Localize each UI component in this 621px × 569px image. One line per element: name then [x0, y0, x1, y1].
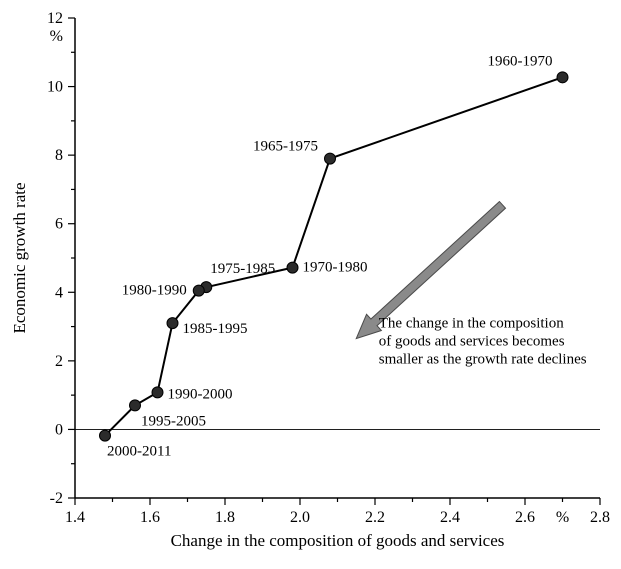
- data-point: [557, 72, 568, 83]
- data-point: [130, 400, 141, 411]
- data-point: [152, 387, 163, 398]
- x-tick-label: 1.8: [215, 509, 235, 526]
- y-tick-label: 12: [47, 10, 63, 27]
- y-tick-label: 4: [55, 284, 63, 301]
- y-tick-label: 8: [55, 147, 63, 164]
- x-tick-label: 2.0: [290, 509, 310, 526]
- x-tick-label: 1.6: [140, 509, 160, 526]
- data-point: [325, 153, 336, 164]
- data-point-label: 1970-1980: [303, 260, 368, 276]
- data-point: [100, 430, 111, 441]
- data-point-label: 1990-2000: [168, 386, 233, 402]
- data-point: [193, 285, 204, 296]
- y-tick-label: 0: [55, 421, 63, 438]
- scatter-line-chart: -2 0 2 4 6 8 10 12% 1.4 1.6 1.8 2.0 2.2 2.4 2.6 2.8% Cha…: [0, 0, 621, 569]
- x-tick-label: 2.4: [440, 509, 460, 526]
- series-line: [105, 77, 563, 435]
- x-tick-label: 2.8: [590, 509, 610, 526]
- y-tick-label: 6: [55, 216, 63, 233]
- annotation-text: of goods and services becomes: [379, 333, 565, 349]
- annotation-text: smaller as the growth rate declines: [379, 351, 587, 367]
- data-point: [287, 262, 298, 273]
- y-tick-label: -2: [50, 490, 63, 507]
- x-tick-label: 2.2: [365, 509, 385, 526]
- data-point-label: 1985-1995: [183, 321, 248, 337]
- x-axis-title: Change in the composition of goods and s…: [171, 531, 505, 550]
- data-point: [167, 318, 178, 329]
- x-pct-label: %: [556, 509, 569, 526]
- data-point-label: 1980-1990: [122, 283, 187, 299]
- annotation-text: The change in the composition: [379, 315, 564, 331]
- data-point-label: 1965-1975: [253, 139, 318, 155]
- data-point-label: 1975-1985: [210, 261, 275, 277]
- x-tick-label: 1.4: [65, 509, 85, 526]
- y-pct-label: %: [50, 28, 63, 45]
- x-tick-label: 2.6: [515, 509, 535, 526]
- data-point-label: 1995-2005: [141, 413, 206, 429]
- y-tick-label: 2: [55, 353, 63, 370]
- y-axis-title: Economic growth rate: [10, 182, 29, 333]
- y-tick-label: 10: [47, 79, 63, 96]
- data-point-label: 1960-1970: [488, 53, 553, 69]
- data-point-label: 2000-2011: [107, 444, 171, 460]
